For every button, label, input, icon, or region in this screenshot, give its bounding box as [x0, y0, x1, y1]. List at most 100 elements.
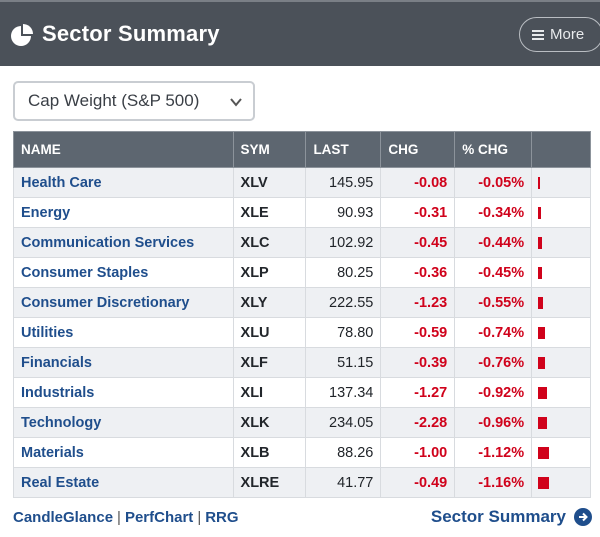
- sector-name-link[interactable]: Consumer Staples: [13, 257, 234, 288]
- price-change: -1.27: [380, 377, 456, 408]
- price-change: -0.59: [380, 317, 456, 348]
- sector-name-link[interactable]: Materials: [13, 437, 234, 468]
- separator: |: [117, 509, 121, 526]
- table-row[interactable]: Consumer Staples XLP 80.25 -0.36 -0.45%: [13, 257, 591, 288]
- percent-change-bar-cell: [531, 347, 591, 378]
- price-change: -0.08: [380, 167, 456, 198]
- percent-change-bar-cell: [531, 257, 591, 288]
- price-change: -1.00: [380, 437, 456, 468]
- sector-symbol: XLK: [232, 407, 307, 438]
- sector-name-link[interactable]: Financials: [13, 347, 234, 378]
- percent-change: -0.76%: [454, 347, 533, 378]
- percent-change-bar: [538, 326, 546, 339]
- percent-change: -0.05%: [454, 167, 533, 198]
- percent-change-bar-cell: [531, 467, 591, 498]
- sector-name-link[interactable]: Technology: [13, 407, 234, 438]
- sector-table: NAME SYM LAST CHG % CHG Health Care XLV 14…: [13, 131, 591, 498]
- percent-change-bar: [538, 236, 543, 249]
- candleglance-link[interactable]: CandleGlance: [13, 509, 114, 526]
- table-row[interactable]: Utilities XLU 78.80 -0.59 -0.74%: [13, 317, 591, 348]
- weighting-select[interactable]: Cap Weight (S&P 500): [13, 81, 255, 121]
- sector-symbol: XLY: [232, 287, 307, 318]
- arrow-circle-right-icon: [574, 508, 592, 526]
- last-price: 234.05: [305, 407, 382, 438]
- chevron-down-icon: [230, 98, 242, 107]
- percent-change-bar-cell: [531, 317, 591, 348]
- price-change: -0.39: [380, 347, 456, 378]
- last-price: 51.15: [305, 347, 382, 378]
- last-price: 90.93: [305, 197, 382, 228]
- rrg-link[interactable]: RRG: [205, 509, 239, 526]
- last-price: 222.55: [305, 287, 382, 318]
- column-header-bar: [531, 131, 591, 168]
- more-button[interactable]: More: [519, 17, 600, 52]
- page-title: Sector Summary: [42, 21, 220, 46]
- last-price: 137.34: [305, 377, 382, 408]
- table-row[interactable]: Real Estate XLRE 41.77 -0.49 -1.16%: [13, 467, 591, 498]
- sector-symbol: XLU: [232, 317, 307, 348]
- price-change: -0.31: [380, 197, 456, 228]
- percent-change-bar: [538, 446, 550, 459]
- column-header-last[interactable]: LAST: [305, 131, 382, 168]
- last-price: 145.95: [305, 167, 382, 198]
- percent-change: -1.12%: [454, 437, 533, 468]
- perfchart-link[interactable]: PerfChart: [124, 509, 194, 526]
- sector-name-link[interactable]: Communication Services: [13, 227, 234, 258]
- column-header-name[interactable]: NAME: [13, 131, 234, 168]
- percent-change-bar: [538, 266, 543, 279]
- table-row[interactable]: Consumer Discretionary XLY 222.55 -1.23 -0.5…: [13, 287, 591, 318]
- app-header: Sector Summary More: [0, 0, 600, 66]
- price-change: -0.49: [380, 467, 456, 498]
- percent-change-bar: [538, 296, 544, 309]
- percent-change: -1.16%: [454, 467, 533, 498]
- sector-symbol: XLP: [232, 257, 307, 288]
- last-price: 80.25: [305, 257, 382, 288]
- price-change: -0.45: [380, 227, 456, 258]
- last-price: 88.26: [305, 437, 382, 468]
- percent-change-bar-cell: [531, 407, 591, 438]
- percent-change-bar-cell: [531, 287, 591, 318]
- sector-symbol: XLC: [232, 227, 307, 258]
- price-change: -2.28: [380, 407, 456, 438]
- percent-change-bar: [538, 206, 542, 219]
- percent-change-bar: [538, 476, 550, 489]
- table-row[interactable]: Energy XLE 90.93 -0.31 -0.34%: [13, 197, 591, 228]
- percent-change-bar: [538, 176, 541, 189]
- footer-links: CandleGlance | PerfChart | RRG: [13, 509, 239, 526]
- column-header-pct-chg[interactable]: % CHG: [454, 131, 533, 168]
- last-price: 102.92: [305, 227, 382, 258]
- sector-name-link[interactable]: Energy: [13, 197, 234, 228]
- column-header-chg[interactable]: CHG: [380, 131, 456, 168]
- sector-symbol: XLF: [232, 347, 307, 378]
- separator: |: [197, 509, 202, 526]
- sector-name-link[interactable]: Utilities: [13, 317, 234, 348]
- table-row[interactable]: Health Care XLV 145.95 -0.08 -0.05%: [13, 167, 591, 198]
- sector-name-link[interactable]: Industrials: [13, 377, 234, 408]
- table-row[interactable]: Materials XLB 88.26 -1.00 -1.12%: [13, 437, 591, 468]
- percent-change-bar-cell: [531, 227, 591, 258]
- percent-change: -0.34%: [454, 197, 533, 228]
- sector-summary-link[interactable]: Sector Summary: [431, 507, 592, 527]
- sector-symbol: XLRE: [232, 467, 307, 498]
- more-label: More: [550, 26, 585, 43]
- sector-symbol: XLV: [232, 167, 307, 198]
- table-row[interactable]: Communication Services XLC 102.92 -0.45 -0.4…: [13, 227, 591, 258]
- percent-change: -0.55%: [454, 287, 533, 318]
- table-row[interactable]: Industrials XLI 137.34 -1.27 -0.92%: [13, 377, 591, 408]
- pie-chart-icon: [11, 24, 33, 46]
- weighting-select-value: Cap Weight (S&P 500): [28, 91, 200, 110]
- sector-name-link[interactable]: Real Estate: [13, 467, 234, 498]
- percent-change-bar: [538, 416, 548, 429]
- table-header-row: NAME SYM LAST CHG % CHG: [13, 131, 591, 168]
- table-row[interactable]: Technology XLK 234.05 -2.28 -0.96%: [13, 407, 591, 438]
- percent-change: -0.45%: [454, 257, 533, 288]
- sector-name-link[interactable]: Health Care: [13, 167, 234, 198]
- table-row[interactable]: Financials XLF 51.15 -0.39 -0.76%: [13, 347, 591, 378]
- percent-change-bar-cell: [531, 437, 591, 468]
- last-price: 78.80: [305, 317, 382, 348]
- sector-name-link[interactable]: Consumer Discretionary: [13, 287, 234, 318]
- column-header-sym[interactable]: SYM: [232, 131, 307, 168]
- sector-symbol: XLB: [232, 437, 307, 468]
- sector-summary-link-label: Sector Summary: [430, 507, 566, 526]
- percent-change: -0.74%: [454, 317, 533, 348]
